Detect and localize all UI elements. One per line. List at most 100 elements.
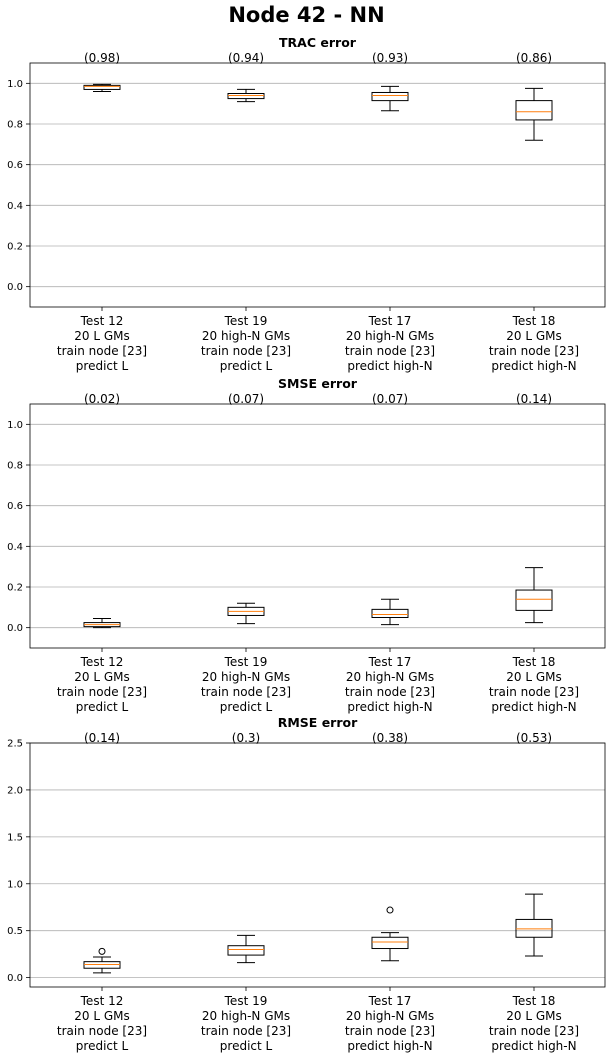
x-tick-label: train node [23] [345,1024,435,1038]
x-tick-label: 20 L GMs [506,329,562,343]
x-tick-label: predict high-N [347,700,432,714]
y-tick-label: 0.5 [7,926,23,937]
box-4 [515,567,553,624]
median-annotation: (0.38) [372,731,408,745]
x-tick-label: train node [23] [489,685,579,699]
box-body [515,589,553,611]
box-1 [83,618,121,629]
y-tick-label: 0.4 [7,542,23,553]
box-body [371,91,409,102]
y-tick-label: 2.5 [7,739,23,750]
box-3 [371,85,409,112]
x-tick-label: train node [23] [345,344,435,358]
y-tick-label: 0.6 [7,501,23,512]
x-tick-label: 20 high-N GMs [202,1009,290,1023]
x-tick-label: 20 high-N GMs [202,329,290,343]
box-body [371,608,409,618]
box-body [227,93,265,100]
x-tick-label: Test 18 [512,655,556,669]
panel-3: RMSE error 0.0 0.5 1.0 1.5 2.0 2.5 (0.14) Test 1… [7,715,606,1053]
x-tick-label: train node [23] [201,344,291,358]
x-tick-label: predict L [220,700,273,714]
y-tick-label: 0.6 [7,160,23,171]
x-tick-label: 20 L GMs [74,329,130,343]
box-3 [371,906,409,962]
y-tick-label: 0.8 [7,120,23,131]
panel-1: TRAC error 0.0 0.2 0.4 0.6 0.8 1.0 (0.98) Test 1… [7,35,606,373]
x-tick-label: train node [23] [489,344,579,358]
x-tick-label: predict L [76,1039,129,1053]
x-tick-label: Test 19 [224,655,268,669]
x-tick-label: Test 12 [80,314,124,328]
median-annotation: (0.53) [516,731,552,745]
x-tick-label: Test 19 [224,314,268,328]
x-tick-label: predict high-N [491,1039,576,1053]
median-annotation: (0.86) [516,51,552,65]
median-annotation: (0.02) [84,392,120,406]
box-body [227,945,265,956]
x-tick-label: train node [23] [57,344,147,358]
x-tick-label: 20 high-N GMs [346,1009,434,1023]
x-tick-label: 20 high-N GMs [202,670,290,684]
x-tick-label: Test 12 [80,994,124,1008]
y-tick-label: 0.0 [7,282,23,293]
box-1 [83,947,121,974]
axes-frame [29,62,606,308]
x-tick-label: train node [23] [489,1024,579,1038]
x-tick-label: Test 18 [512,994,556,1008]
box-2 [227,88,265,103]
x-tick-label: train node [23] [345,685,435,699]
y-tick-label: 0.0 [7,973,23,984]
median-annotation: (0.98) [84,51,120,65]
median-annotation: (0.94) [228,51,264,65]
y-tick-label: 0.0 [7,623,23,634]
box-body [371,936,409,950]
figure-title: Node 42 - NN [228,3,385,27]
box-4 [515,87,553,141]
axes-frame [29,403,606,649]
median-annotation: (0.14) [84,731,120,745]
panel-title: RMSE error [278,715,358,730]
x-tick-label: 20 L GMs [506,670,562,684]
x-tick-label: predict L [220,359,273,373]
x-tick-label: Test 17 [368,314,412,328]
x-tick-label: Test 18 [512,314,556,328]
x-tick-label: predict high-N [347,359,432,373]
x-tick-label: train node [23] [201,1024,291,1038]
panel-title: SMSE error [278,376,358,391]
box-body [515,100,553,121]
axes-frame [29,742,606,988]
box-4 [515,893,553,957]
x-tick-label: 20 L GMs [74,670,130,684]
x-tick-label: train node [23] [57,1024,147,1038]
median-annotation: (0.3) [232,731,260,745]
x-tick-label: Test 17 [368,655,412,669]
y-tick-label: 0.2 [7,242,23,253]
x-tick-label: 20 high-N GMs [346,670,434,684]
y-tick-label: 1.0 [7,420,23,431]
x-tick-label: train node [23] [57,685,147,699]
x-tick-label: predict L [76,359,129,373]
median-annotation: (0.93) [372,51,408,65]
median-annotation: (0.07) [228,392,264,406]
outlier-point [98,947,106,955]
x-tick-label: train node [23] [201,685,291,699]
x-tick-label: 20 high-N GMs [346,329,434,343]
x-tick-label: 20 L GMs [506,1009,562,1023]
box-1 [83,83,121,92]
x-tick-label: predict high-N [347,1039,432,1053]
x-tick-label: predict L [76,700,129,714]
x-tick-label: Test 17 [368,994,412,1008]
y-tick-label: 0.8 [7,461,23,472]
box-body [83,84,121,90]
outlier-point [386,906,394,914]
median-annotation: (0.07) [372,392,408,406]
box-2 [227,602,265,625]
x-tick-label: 20 L GMs [74,1009,130,1023]
y-tick-label: 1.5 [7,832,23,843]
x-tick-label: predict high-N [491,700,576,714]
y-tick-label: 1.0 [7,79,23,90]
y-tick-label: 0.2 [7,583,23,594]
median-annotation: (0.14) [516,392,552,406]
